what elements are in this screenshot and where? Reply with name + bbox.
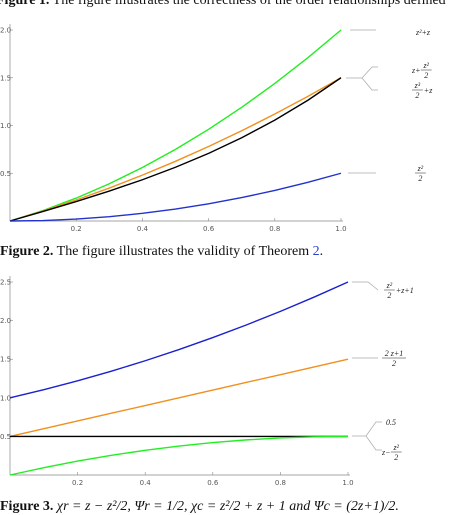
leader-line [365,435,382,451]
leader-line [352,421,382,437]
caption-end: . [320,244,324,259]
x-tick-label: 0.4 [137,225,149,233]
curve [9,29,342,222]
caption: Figure 3. χr = z − z²/2, Ψr = 1/2, χc = … [0,499,399,514]
series-label: +z [424,86,433,95]
curve [9,358,349,438]
leader-line [352,281,379,291]
x-tick-label: 0.4 [140,479,152,487]
caption-text: χr = z − z²/2, Ψr = 1/2, χc = z²/2 + z +… [55,499,399,514]
label-numerator: 2 z+1 [385,349,404,358]
label-numerator: z³ [414,81,421,90]
x-tick-label: 0.6 [207,479,219,487]
x-tick-label: 0.8 [269,225,280,233]
y-tick-label: 2.0 [0,27,11,35]
series-label: z²+z [415,28,431,37]
curve [9,435,349,476]
series-label: z+ [411,66,421,75]
series-label: 0.5 [386,418,396,427]
leader-line [361,77,378,91]
label-denominator: 2 [415,91,419,100]
curve [9,77,342,222]
x-tick-label: 0.6 [203,225,215,233]
x-tick-label: 0.8 [275,479,286,487]
curve [9,172,342,222]
y-tick-label: 1.0 [0,122,11,130]
x-tick-label: 1.0 [335,225,346,233]
x-tick-label: 0.2 [72,479,83,487]
label-denominator: 2 [424,71,428,80]
y-tick-label: 0.5 [0,433,11,441]
label-denominator: 2 [394,453,398,462]
caption-ref[interactable]: 2 [313,244,320,259]
curve [9,281,349,399]
y-tick-label: 2.5 [0,279,11,287]
label-numerator: z² [417,164,424,173]
label-denominator: 2 [387,291,391,300]
y-tick-label: 2.0 [0,317,11,325]
label-numerator: z² [386,281,393,290]
header-label: Figure 1. [0,0,49,8]
series-label: +z+1 [396,286,414,295]
label-denominator: 2 [418,174,422,183]
y-tick-label: 1.5 [0,356,11,364]
label-numerator: z² [422,61,429,70]
y-tick-label: 0.5 [0,170,11,178]
leader-line [346,66,378,79]
x-tick-label: 1.0 [342,479,353,487]
header-text: The figure illustrates the correctness o… [53,0,446,8]
y-tick-label: 1.5 [0,74,11,82]
caption-text: The figure illustrates the validity of T… [57,244,310,259]
label-denominator: 2 [392,359,396,368]
caption-label: Figure 3. [0,499,53,514]
series-label: z− [381,448,391,457]
y-tick-label: 1.0 [0,394,11,402]
caption-label: Figure 2. [0,244,53,259]
header: Figure 1. The figure illustrates the cor… [0,0,446,8]
caption: Figure 2. The figure illustrates the val… [0,244,323,259]
label-numerator: z² [392,443,399,452]
curve [9,77,342,222]
x-tick-label: 0.2 [71,225,82,233]
